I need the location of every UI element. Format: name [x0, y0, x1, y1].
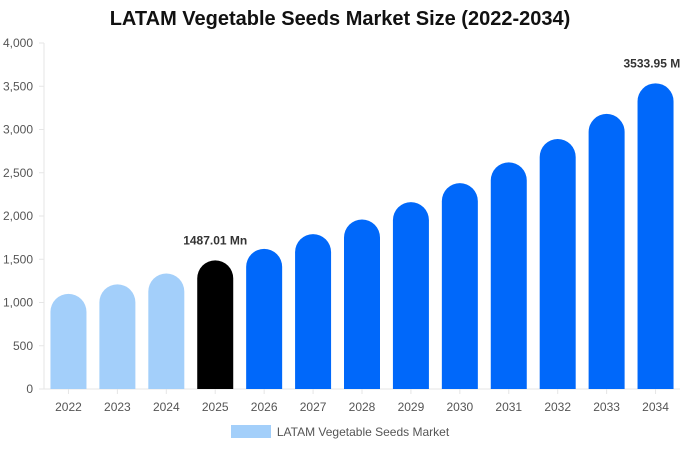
y-tick-label: 1,500 [3, 252, 33, 266]
legend-swatch [230, 425, 271, 438]
bar-series [50, 83, 674, 389]
x-tick-label: 2027 [300, 400, 327, 414]
legend-label: LATAM Vegetable Seeds Market [276, 425, 450, 439]
x-tick-label: 2033 [593, 400, 620, 414]
x-tick-label: 2024 [153, 400, 180, 414]
bar-2033 [588, 113, 625, 389]
bar-2023 [99, 284, 136, 389]
chart-title: LATAM Vegetable Seeds Market Size (2022-… [109, 8, 571, 30]
bar-2032 [539, 139, 576, 389]
x-tick-label: 2031 [495, 400, 522, 414]
x-axis-ticks: 2022 2023 2024 2025 2026 2027 2028 2029 2030 2031… [55, 389, 669, 414]
x-tick-label: 2029 [398, 400, 425, 414]
y-tick-label: 2,500 [3, 166, 33, 180]
y-tick-label: 1,000 [3, 296, 33, 310]
data-labels: 1487.01 Mn 3533.95 Mn [183, 56, 680, 247]
bar-2031 [490, 162, 527, 389]
y-tick-label: 4,000 [3, 36, 33, 50]
x-tick-label: 2023 [104, 400, 131, 414]
x-tick-label: 2034 [642, 400, 669, 414]
x-tick-label: 2025 [202, 400, 229, 414]
y-tick-label: 3,000 [3, 123, 33, 137]
bar-2028 [344, 219, 380, 389]
bar-2025 [197, 260, 234, 389]
y-axis-ticks: 0 500 1,000 1,500 2,000 2,500 3,000 3,500 4,000 [3, 36, 44, 396]
y-tick-label: 500 [13, 339, 33, 353]
bar-2022 [50, 293, 87, 389]
data-label-2025: 1487.01 Mn [183, 233, 247, 247]
bar-2026 [246, 248, 283, 389]
bar-2029 [392, 202, 429, 389]
x-tick-label: 2028 [349, 400, 376, 414]
x-tick-label: 2030 [446, 400, 473, 414]
y-tick-label: 2,000 [3, 209, 33, 223]
y-tick-label: 3,500 [3, 79, 33, 93]
x-tick-label: 2026 [251, 400, 278, 414]
x-tick-label: 2022 [55, 400, 82, 414]
bar-2027 [295, 234, 332, 389]
data-label-2034: 3533.95 Mn [624, 56, 680, 70]
bar-2034 [637, 83, 674, 389]
x-tick-label: 2032 [544, 400, 571, 414]
legend: LATAM Vegetable Seeds Market [0, 425, 680, 439]
bar-2030 [441, 183, 478, 389]
bar-2024 [148, 273, 185, 389]
y-tick-label: 0 [26, 382, 33, 396]
